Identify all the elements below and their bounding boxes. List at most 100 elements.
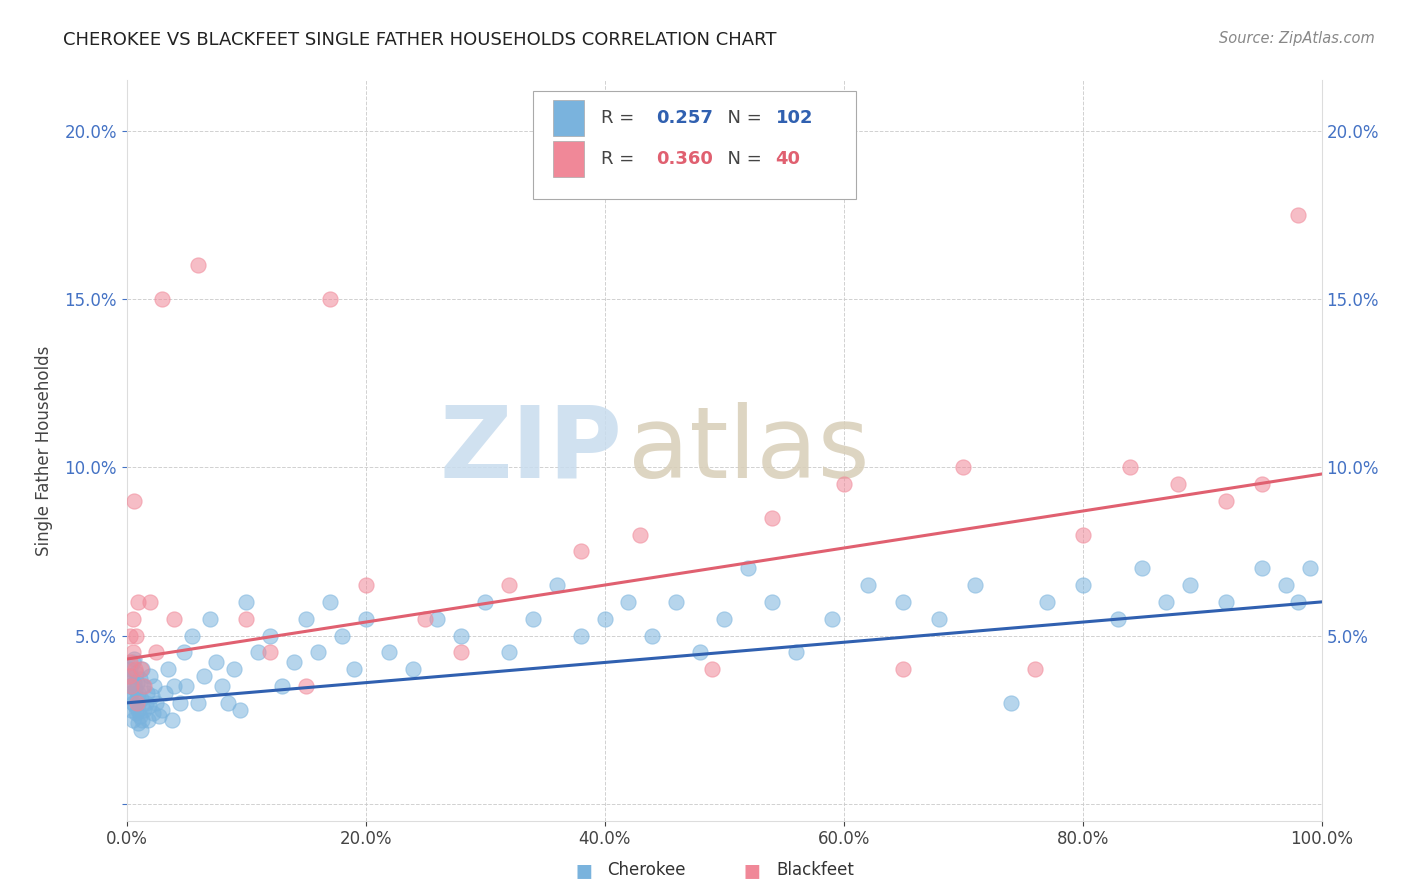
Text: 0.257: 0.257 — [657, 109, 713, 127]
Point — [153, 686, 176, 700]
Point — [181, 628, 204, 642]
Point — [118, 669, 141, 683]
Text: R =: R = — [600, 150, 640, 168]
Point — [546, 578, 568, 592]
Point — [125, 706, 148, 720]
Point — [761, 595, 783, 609]
Text: 40: 40 — [776, 150, 800, 168]
Point — [120, 656, 142, 670]
Point — [160, 713, 183, 727]
Point — [928, 612, 950, 626]
Point — [498, 645, 520, 659]
Text: ▪: ▪ — [742, 855, 762, 884]
Point — [1071, 578, 1094, 592]
Point — [1250, 477, 1272, 491]
Point — [307, 645, 329, 659]
Text: 102: 102 — [776, 109, 813, 127]
Point — [127, 703, 149, 717]
Point — [318, 595, 342, 609]
Point — [343, 662, 366, 676]
Point — [128, 709, 150, 723]
Point — [174, 679, 197, 693]
Point — [354, 578, 377, 592]
Text: R =: R = — [600, 109, 640, 127]
FancyBboxPatch shape — [553, 100, 585, 136]
Text: N =: N = — [716, 150, 768, 168]
Text: ▪: ▪ — [574, 855, 593, 884]
Point — [139, 669, 162, 683]
Point — [294, 612, 316, 626]
Point — [122, 494, 145, 508]
Point — [235, 595, 257, 609]
Point — [217, 696, 239, 710]
Text: Cherokee: Cherokee — [607, 861, 686, 879]
Point — [125, 628, 148, 642]
Point — [222, 662, 246, 676]
Point — [127, 675, 149, 690]
Point — [450, 628, 472, 642]
Point — [891, 662, 914, 676]
Point — [121, 656, 143, 670]
Point — [148, 709, 170, 723]
Point — [1108, 612, 1130, 626]
Point — [136, 713, 159, 727]
Point — [737, 561, 759, 575]
Point — [142, 706, 165, 720]
Point — [785, 645, 807, 659]
Text: 0.360: 0.360 — [657, 150, 713, 168]
Point — [1250, 561, 1272, 575]
Point — [124, 682, 146, 697]
Point — [1154, 595, 1177, 609]
Point — [259, 645, 281, 659]
Point — [127, 686, 149, 700]
Point — [200, 612, 222, 626]
Point — [121, 696, 143, 710]
Point — [832, 477, 855, 491]
Point — [402, 662, 425, 676]
Text: Blackfeet: Blackfeet — [776, 861, 853, 879]
Point — [1000, 696, 1022, 710]
Point — [120, 662, 142, 676]
Point — [498, 578, 520, 592]
Point — [665, 595, 688, 609]
Point — [1215, 595, 1237, 609]
Point — [150, 292, 174, 306]
Point — [118, 669, 141, 683]
Point — [283, 656, 305, 670]
Point — [963, 578, 986, 592]
Point — [952, 460, 974, 475]
Point — [761, 510, 783, 524]
Point — [163, 612, 186, 626]
Point — [1071, 527, 1094, 541]
Point — [121, 645, 143, 659]
Point — [569, 544, 592, 558]
Point — [891, 595, 914, 609]
Point — [1024, 662, 1046, 676]
Point — [617, 595, 640, 609]
Point — [247, 645, 270, 659]
Point — [122, 652, 145, 666]
Point — [641, 628, 664, 642]
Point — [856, 578, 879, 592]
Point — [474, 595, 496, 609]
FancyBboxPatch shape — [533, 91, 855, 199]
Point — [1167, 477, 1189, 491]
Point — [211, 679, 233, 693]
Point — [129, 662, 152, 676]
Point — [163, 679, 186, 693]
Point — [235, 612, 257, 626]
Point — [145, 696, 167, 710]
Point — [120, 628, 142, 642]
Point — [134, 679, 156, 693]
Point — [141, 689, 163, 703]
Point — [330, 628, 353, 642]
Point — [173, 645, 195, 659]
Point — [129, 723, 152, 737]
Point — [1298, 561, 1320, 575]
Point — [132, 679, 155, 693]
Point — [135, 696, 157, 710]
Point — [131, 713, 153, 727]
Point — [1215, 494, 1237, 508]
Point — [426, 612, 449, 626]
Point — [139, 595, 162, 609]
